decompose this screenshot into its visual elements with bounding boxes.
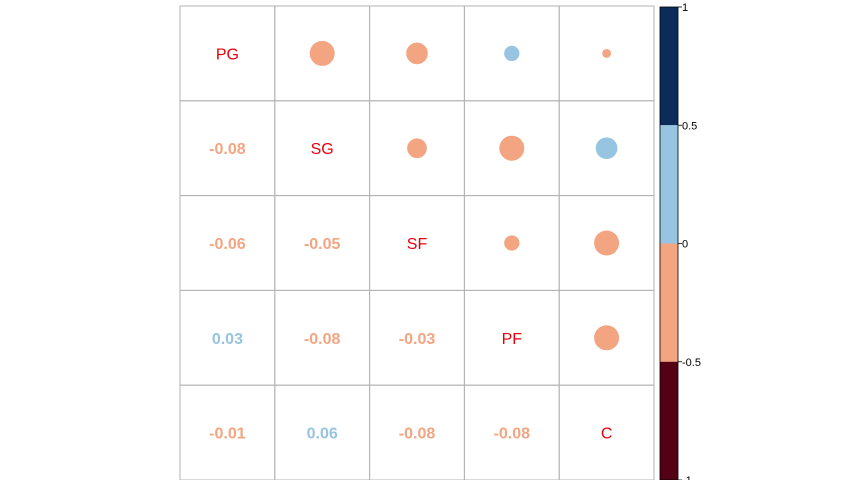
variable-label-pg: PG	[216, 46, 239, 63]
variable-label-c: C	[601, 426, 613, 443]
matrix-cells: PG SG SF PF C -0.08 -0.06 -0.05 0.03 -0.08 -0.03 -0…	[209, 40, 620, 443]
color-legend: 1 0.5 0 -0.5 -1	[659, 2, 701, 480]
colorbar-segment	[660, 125, 678, 244]
coefficient-label: -0.03	[399, 331, 436, 348]
correlation-circle	[594, 325, 620, 351]
coefficient-label: -0.08	[494, 426, 531, 443]
colorbar-tick-label: -1	[682, 475, 692, 480]
colorbar-tick-label: 0.5	[682, 120, 697, 132]
coefficient-label: -0.08	[399, 426, 436, 443]
correlation-circle	[407, 138, 427, 159]
coefficient-label: -0.08	[209, 141, 246, 158]
correlation-circle	[499, 135, 525, 161]
coefficient-label: 0.06	[307, 426, 338, 443]
correlation-circle	[406, 42, 428, 65]
variable-label-sg: SG	[311, 141, 334, 158]
colorbar-tick-label: -0.5	[682, 357, 701, 369]
colorbar-tick-label: 0	[682, 239, 688, 251]
colorbar-segment	[660, 7, 678, 126]
correlation-circle	[595, 137, 618, 160]
coefficient-label: -0.06	[209, 236, 246, 253]
matrix-grid	[179, 5, 655, 480]
correlation-circle	[594, 230, 620, 256]
coefficient-label: -0.08	[304, 331, 341, 348]
coefficient-label: 0.03	[212, 331, 243, 348]
colorbar-tick-label: 1	[682, 2, 688, 14]
correlation-circle	[309, 40, 335, 66]
variable-label-pf: PF	[502, 331, 523, 348]
correlation-circle	[504, 235, 520, 251]
coefficient-label: -0.01	[209, 426, 246, 443]
correlation-circle	[504, 45, 520, 62]
variable-label-sf: SF	[407, 236, 428, 253]
colorbar-segment	[660, 361, 678, 480]
correlation-circle	[602, 48, 612, 58]
grid-cell	[558, 384, 655, 480]
coefficient-label: -0.05	[304, 236, 341, 253]
colorbar-segment	[660, 243, 678, 362]
